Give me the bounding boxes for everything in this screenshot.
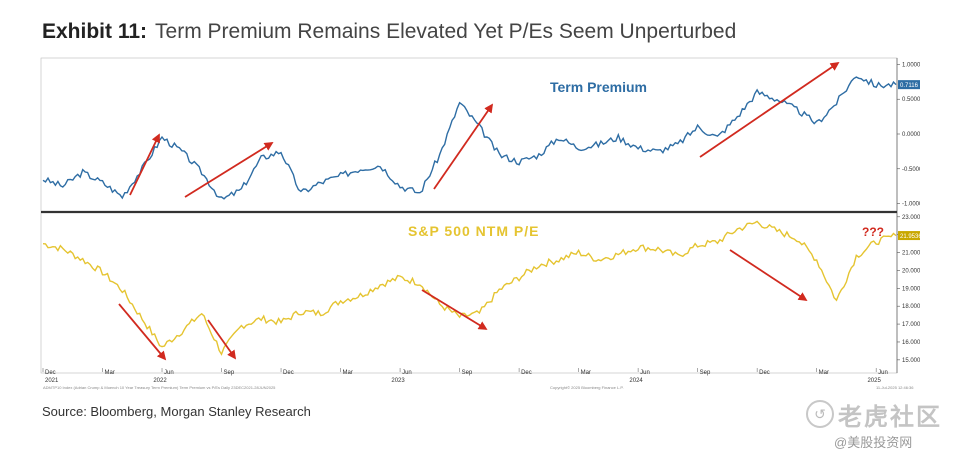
pe-ytick-label: 18.0000 [902,304,920,310]
red-arrow-annotation [207,319,237,360]
x-month-label: Jun [878,370,888,376]
term-premium-last-value-label: 0.7116 [900,83,919,89]
x-month-label: Jun [164,370,174,376]
x-year-label: 2021 [45,378,59,384]
x-month-label: Dec [45,370,56,376]
footer-right: 11-Jul-2025 12:46:36 [876,385,914,390]
watermark-logo-icon: ↺ [806,400,834,428]
watermark-text: 老虎社区 [838,404,942,431]
pe-ytick-label: 21.0000 [902,251,920,257]
exhibit-heading: Term Premium Remains Elevated Yet P/Es S… [155,20,737,43]
pe-last-value-label: 21.9536 [900,234,920,240]
term-premium-ytick-label: 0.0000 [902,132,920,138]
term-premium-ytick-label: -1.0000 [902,202,920,208]
bloomberg-chart: 1.0000 0.5000 0.0000 -0.5000 -1.0000 0.7116 23… [40,57,920,390]
red-arrow-annotation [118,303,167,361]
x-month-label: Sep [224,370,235,376]
red-arrow-annotation [729,249,808,301]
red-arrow-annotation [184,142,274,198]
x-month-label: Dec [521,370,532,376]
pe-last-value-tag [898,231,920,241]
term-premium-series-line [42,76,897,200]
pe-ytick-label: 23.0000 [902,215,920,221]
x-month-label: Dec [759,370,770,376]
x-year-label: 2025 [867,378,881,384]
term-premium-ytick-label: -0.5000 [902,167,920,173]
pe-ytick-label: 17.0000 [902,322,920,328]
footer-center: Copyright© 2025 Bloomberg Finance L.P. [550,385,624,390]
red-arrow-annotation [421,289,488,330]
pe-title: S&P 500 NTM P/E [408,223,539,239]
pe-question-annotation: ??? [862,225,884,239]
exhibit-title: Exhibit 11: Term Premium Remains Elevated… [42,20,736,44]
x-month-label: Jun [640,370,650,376]
x-month-label: Sep [700,370,711,376]
x-year-label: 2024 [629,378,643,384]
pe-ytick-label: 16.0000 [902,340,920,346]
x-month-label: Mar [819,370,829,376]
red-arrow-annotation [699,61,840,158]
term-premium-last-value-tag [898,80,920,90]
pe-ytick-label: 15.0000 [902,358,920,364]
exhibit-number: Exhibit 11: [42,20,148,43]
term-premium-title: Term Premium [550,79,647,95]
x-month-label: Dec [283,370,294,376]
source-note: Source: Bloomberg, Morgan Stanley Resear… [42,404,311,419]
pe-series-line [42,220,897,356]
chart-frame [40,57,898,374]
term-premium-ytick-label: 1.0000 [902,62,920,68]
pe-ytick-label: 19.0000 [902,286,920,292]
x-year-label: 2023 [391,378,405,384]
x-month-label: Mar [105,370,115,376]
watermark-subtext: @美股投资网 [834,435,913,450]
term-premium-ytick-label: 0.5000 [902,97,920,103]
x-month-label: Sep [462,370,473,376]
x-month-label: Jun [402,370,412,376]
red-arrow-annotation [129,133,160,196]
red-arrow-annotation [433,103,494,190]
pe-ytick-label: 20.0000 [902,268,920,274]
x-year-label: 2022 [153,378,167,384]
x-month-label: Mar [343,370,353,376]
x-month-label: Mar [581,370,591,376]
footer-left: ADMTP10 Index (Adrian Crump & Moench 10 … [43,385,276,390]
